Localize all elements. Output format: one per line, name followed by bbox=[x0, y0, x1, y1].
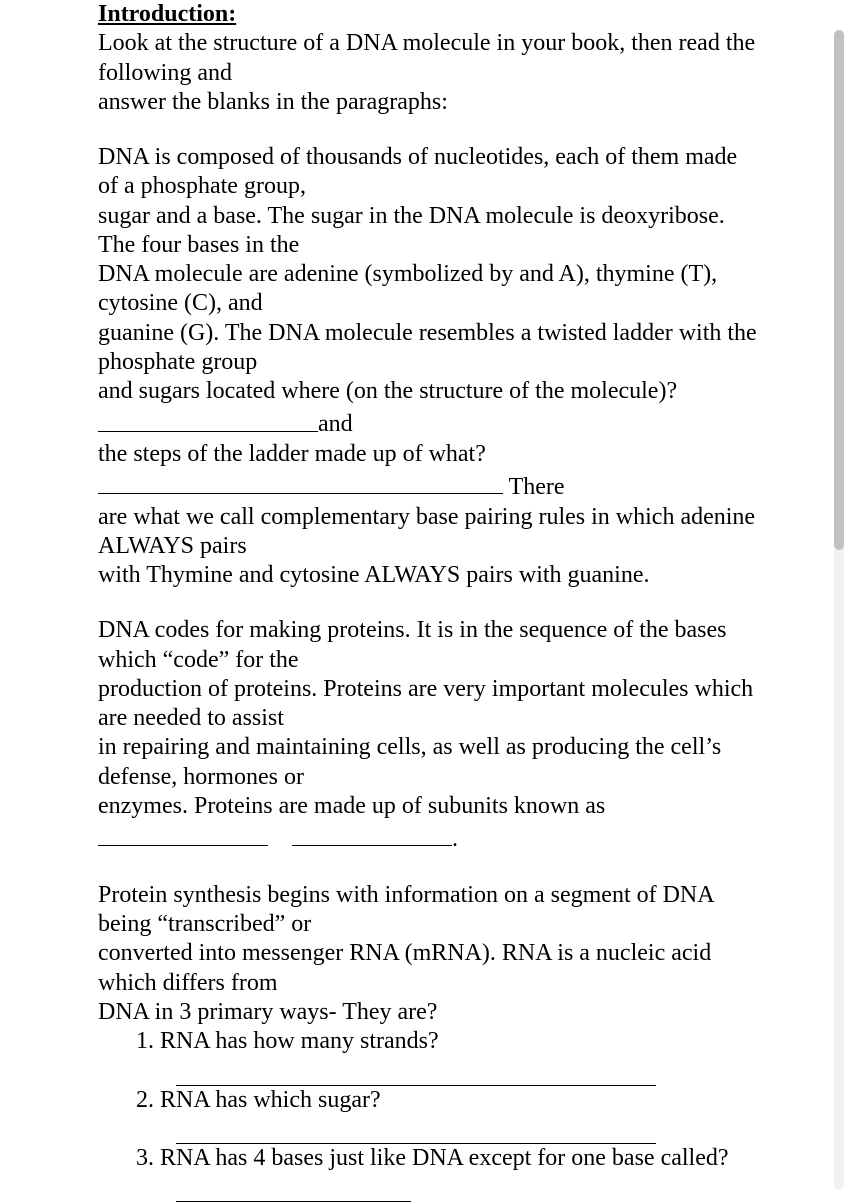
paragraph-2: DNA codes for making proteins. It is in … bbox=[98, 616, 758, 854]
list-item: 3. RNA has 4 bases just like DNA except … bbox=[98, 1144, 758, 1202]
fill-blank[interactable] bbox=[176, 1060, 656, 1085]
intro-text-2: answer the blanks in the paragraphs: bbox=[98, 89, 448, 115]
question-2: 2. RNA has which sugar? bbox=[136, 1087, 381, 1113]
p3-text: converted into messenger RNA (mRNA). RNA… bbox=[98, 940, 711, 995]
list-item: 2. RNA has which sugar? bbox=[98, 1086, 758, 1144]
scrollbar-thumb[interactable] bbox=[834, 30, 844, 550]
list-item: 1. RNA has how many strands? bbox=[98, 1027, 758, 1085]
p1-text: are what we call complementary base pair… bbox=[98, 504, 755, 559]
fill-blank[interactable] bbox=[176, 1119, 656, 1144]
p2-text: DNA codes for making proteins. It is in … bbox=[98, 617, 727, 672]
p2-text: in repairing and maintaining cells, as w… bbox=[98, 734, 721, 789]
fill-blank[interactable] bbox=[176, 1177, 411, 1202]
p1-text: DNA molecule are adenine (symbolized by … bbox=[98, 261, 717, 316]
p1-text: with Thymine and cytosine ALWAYS pairs w… bbox=[98, 562, 650, 588]
p3-text: DNA in 3 primary ways- They are? bbox=[98, 999, 437, 1025]
intro-paragraph: Look at the structure of a DNA molecule … bbox=[98, 29, 758, 117]
p1-text: and sugars located where (on the structu… bbox=[98, 378, 677, 404]
fill-blank[interactable] bbox=[98, 406, 318, 431]
p1-and: and bbox=[318, 412, 353, 438]
p2-text: production of proteins. Proteins are ver… bbox=[98, 676, 753, 731]
paragraph-3: Protein synthesis begins with informatio… bbox=[98, 881, 758, 1202]
p1-text: sugar and a base. The sugar in the DNA m… bbox=[98, 203, 725, 258]
fill-blank[interactable] bbox=[292, 821, 452, 846]
p2-dot: . bbox=[452, 826, 458, 852]
section-heading: Introduction: bbox=[98, 1, 236, 27]
p1-text: the steps of the ladder made up of what? bbox=[98, 441, 486, 467]
fill-blank[interactable] bbox=[98, 821, 268, 846]
document-body: Introduction: Look at the structure of a… bbox=[98, 0, 758, 1202]
p1-text: guanine (G). The DNA molecule resembles … bbox=[98, 320, 757, 375]
p2-text: enzymes. Proteins are made up of subunit… bbox=[98, 793, 605, 819]
p3-text: Protein synthesis begins with informatio… bbox=[98, 882, 713, 937]
p1-text: DNA is composed of thousands of nucleoti… bbox=[98, 144, 737, 199]
fill-blank[interactable] bbox=[98, 469, 503, 494]
paragraph-1: DNA is composed of thousands of nucleoti… bbox=[98, 143, 758, 590]
p1-there: There bbox=[503, 474, 565, 500]
question-1: 1. RNA has how many strands? bbox=[136, 1028, 439, 1054]
question-3: 3. RNA has 4 bases just like DNA except … bbox=[136, 1145, 729, 1171]
document-page: Introduction: Look at the structure of a… bbox=[0, 0, 856, 1200]
intro-text-1: Look at the structure of a DNA molecule … bbox=[98, 30, 755, 85]
scrollbar-track[interactable] bbox=[834, 30, 844, 1190]
